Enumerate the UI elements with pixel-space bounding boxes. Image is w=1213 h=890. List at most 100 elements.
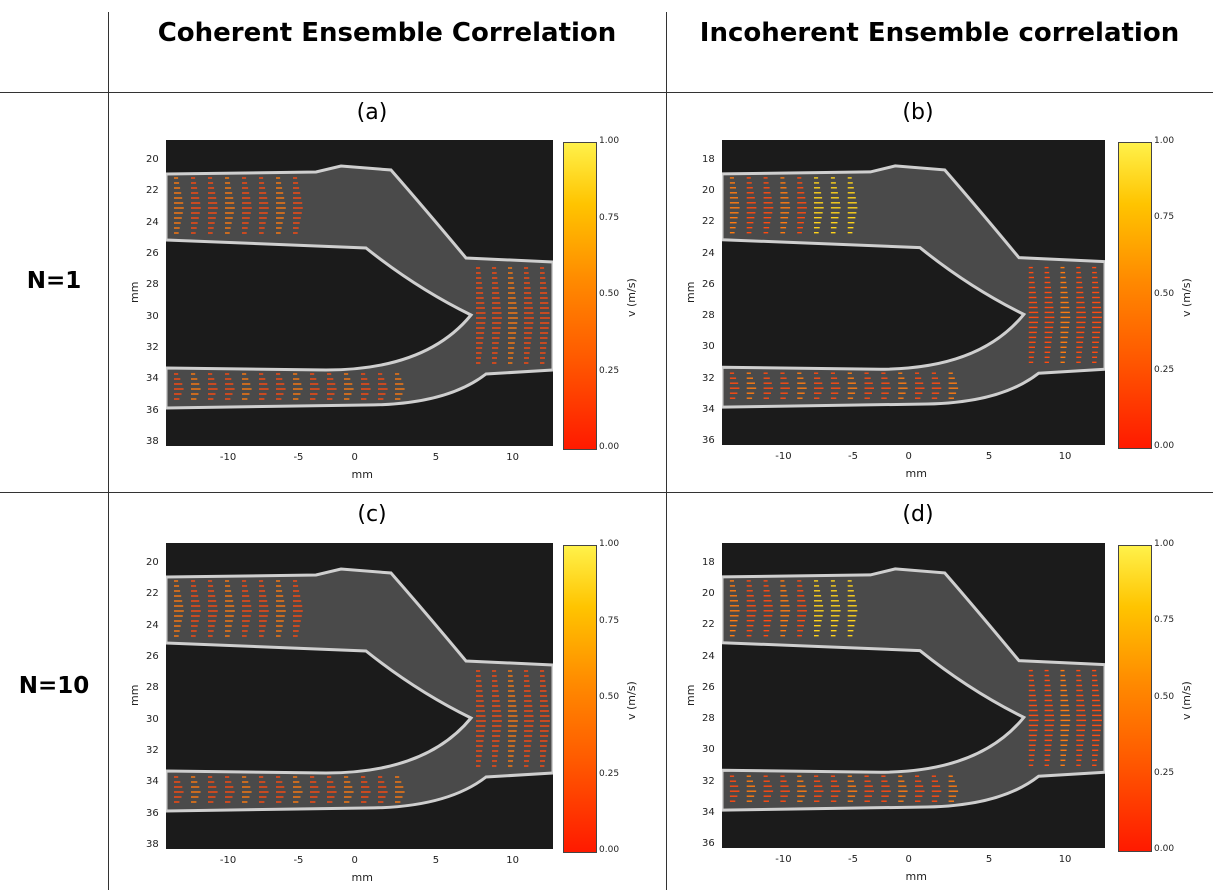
panel-c-ytick: 32	[146, 745, 159, 756]
panel-d-ytick: 18	[702, 557, 715, 568]
panel-c-ytick: 24	[146, 619, 159, 631]
panel-b-xtick: 10	[1058, 451, 1072, 462]
panel-c-ytick: 28	[146, 682, 159, 694]
vessel-outline	[722, 567, 1105, 812]
panel-c-colorbar-tick: 0.00	[599, 845, 620, 855]
panel-b-ytick: 22	[702, 216, 715, 228]
panel-a-colorbar-tick: 1.00	[599, 136, 620, 146]
panel-d-ytick: 22	[702, 619, 715, 631]
panel-c-ytick: 20	[146, 557, 159, 568]
panel-d-colorbar-tick: 1.00	[1154, 539, 1175, 549]
panel-d-ylabel: mm	[684, 684, 697, 706]
panel-a-colorbar-tick: 0.00	[599, 442, 620, 452]
grid-horizontal-header	[0, 92, 1213, 93]
column-header-incoherent: Incoherent Ensemble correlation	[699, 18, 1180, 48]
panel-b-ultrasound-image	[722, 164, 1105, 409]
panel-c-ytick: 34	[146, 776, 159, 788]
panel-d-label: (d)	[902, 502, 934, 527]
panel-c-colorbar	[563, 545, 597, 853]
panel-d-xtick: -10	[775, 854, 792, 865]
panel-c-ylabel: mm	[128, 684, 141, 706]
panel-b-ytick: 24	[702, 247, 715, 259]
panel-d-xtick: -5	[848, 854, 859, 865]
panel-a-ytick: 20	[146, 154, 159, 165]
panel-c-ytick: 36	[146, 807, 159, 819]
panel-d-xtick: 0	[905, 854, 912, 865]
panel-a-ytick: 28	[146, 279, 159, 291]
panel-c-colorbar-tick: 0.75	[599, 615, 620, 626]
panel-b-colorbar-tick: 0.50	[1154, 288, 1175, 299]
panel-d-ytick: 30	[702, 744, 715, 756]
panel-d-xlabel: mm	[905, 870, 927, 883]
panel-d-ytick: 28	[702, 713, 715, 725]
row-header-n10: N=10	[18, 673, 90, 699]
row-header-n1: N=1	[26, 268, 82, 294]
panel-c-xtick: 10	[506, 855, 520, 866]
panel-b-ytick: 34	[702, 403, 715, 415]
panel-a-ylabel: mm	[128, 281, 141, 303]
grid-horizontal-middle	[0, 492, 1213, 493]
panel-b-colorbar-tick: 0.25	[1154, 364, 1175, 375]
panel-b-xlabel: mm	[905, 467, 927, 480]
panel-a-xtick: 0	[351, 452, 358, 463]
panel-d-colorbar-tick: 0.50	[1154, 691, 1175, 702]
panel-a-ytick: 24	[146, 216, 159, 228]
panel-c-colorbar-label: v (m/s)	[625, 681, 638, 720]
panel-b-plot	[722, 140, 1105, 445]
panel-a-colorbar-tick: 0.50	[599, 289, 620, 299]
panel-b-ytick: 36	[702, 435, 715, 446]
panel-c-xtick: -10	[219, 855, 237, 866]
panel-d-ytick: 36	[702, 838, 715, 849]
panel-a-xtick: 10	[506, 452, 520, 463]
panel-b-xtick: 5	[985, 451, 993, 462]
panel-d-colorbar-tick: 0.75	[1154, 615, 1175, 626]
panel-d-ytick: 26	[702, 681, 715, 693]
vessel-outline	[166, 567, 553, 813]
panel-c-ytick: 26	[146, 651, 159, 662]
panel-a-label: (a)	[356, 100, 388, 125]
panel-b-ytick: 26	[702, 278, 715, 290]
panel-b-xtick: -5	[848, 451, 859, 462]
panel-a-ytick: 30	[146, 310, 159, 322]
panel-d-ytick: 32	[702, 775, 715, 787]
panel-a-colorbar-tick: 0.75	[599, 212, 620, 223]
panel-c-xlabel: mm	[351, 871, 373, 884]
panel-c-label: (c)	[357, 502, 387, 527]
panel-b-ytick: 30	[702, 341, 715, 353]
panel-d-ytick: 24	[702, 650, 715, 662]
panel-c-colorbar-tick: 0.25	[599, 768, 620, 779]
panel-b-colorbar-label: v (m/s)	[1180, 277, 1193, 317]
panel-d-colorbar-label: v (m/s)	[1180, 680, 1193, 720]
panel-b-ytick: 18	[702, 154, 715, 165]
panel-a-ultrasound-image	[166, 164, 553, 410]
panel-c-colorbar-tick: 1.00	[599, 539, 620, 549]
panel-a-colorbar-label: v (m/s)	[625, 278, 638, 317]
panel-a-ytick: 36	[146, 404, 159, 416]
panel-a-plot	[166, 140, 553, 446]
panel-c-xtick: 5	[432, 855, 440, 866]
panel-c-ytick: 22	[146, 588, 159, 600]
column-header-coherent: Coherent Ensemble Correlation	[157, 18, 617, 48]
panel-b-label: (b)	[902, 100, 934, 125]
panel-b-xtick: -10	[775, 451, 792, 462]
panel-c-ytick: 38	[146, 839, 159, 850]
panel-d-ytick: 20	[702, 588, 715, 600]
panel-b-ytick: 20	[702, 185, 715, 197]
panel-c-xtick: 0	[351, 855, 358, 866]
panel-a-ytick: 22	[146, 185, 159, 197]
panel-a-xtick: 5	[432, 452, 440, 463]
grid-vertical-left	[108, 12, 109, 890]
panel-a-xtick: -5	[293, 452, 304, 463]
panel-c-colorbar-tick: 0.50	[599, 692, 620, 702]
panel-c-xtick: -5	[293, 855, 304, 866]
panel-b-ytick: 32	[702, 372, 715, 384]
panel-d-colorbar	[1118, 545, 1152, 852]
panel-d-ultrasound-image	[722, 567, 1105, 812]
panel-d-ytick: 34	[702, 806, 715, 818]
panel-d-plot	[722, 543, 1105, 848]
panel-b-colorbar-tick: 1.00	[1154, 136, 1175, 146]
panel-b-colorbar	[1118, 142, 1152, 449]
panel-b-colorbar-tick: 0.75	[1154, 212, 1175, 223]
panel-a-ytick: 26	[146, 248, 159, 259]
panel-a-ytick: 38	[146, 436, 159, 447]
